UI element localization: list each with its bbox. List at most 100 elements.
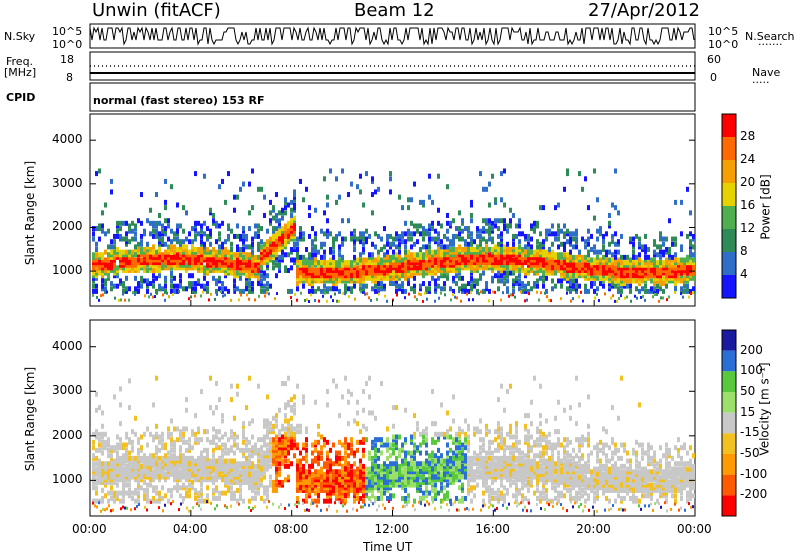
data-cell — [113, 260, 116, 266]
data-cell — [302, 471, 305, 477]
data-cell — [242, 270, 245, 276]
data-cell — [266, 228, 269, 234]
data-cell — [485, 186, 488, 192]
data-cell — [608, 265, 611, 271]
data-cell — [329, 469, 332, 475]
data-cell — [380, 450, 383, 456]
data-cell — [260, 466, 263, 472]
data-cell — [386, 487, 389, 493]
data-cell — [284, 210, 287, 216]
data-cell — [632, 262, 635, 268]
data-cell — [95, 257, 98, 263]
data-cell — [332, 270, 335, 276]
data-cell — [332, 299, 334, 303]
data-cell — [302, 463, 305, 469]
data-cell — [512, 293, 514, 297]
data-cell — [152, 233, 155, 239]
data-cell — [329, 447, 332, 453]
data-cell — [257, 477, 260, 483]
data-cell — [194, 249, 197, 255]
data-cell — [170, 471, 173, 477]
data-cell — [440, 466, 443, 472]
data-cell — [173, 471, 176, 477]
data-cell — [491, 239, 494, 245]
data-cell — [251, 244, 254, 250]
data-cell — [485, 252, 488, 258]
data-cell — [626, 278, 629, 284]
data-cell — [95, 262, 98, 268]
data-cell — [509, 265, 512, 271]
data-cell — [302, 278, 305, 284]
data-cell — [302, 260, 305, 266]
data-cell — [662, 281, 665, 287]
data-cell — [254, 479, 257, 485]
data-cell — [635, 286, 638, 292]
data-cell — [456, 296, 458, 300]
data-cell — [122, 485, 125, 491]
data-cell — [359, 281, 362, 287]
data-cell — [122, 445, 125, 451]
data-cell — [485, 281, 488, 287]
data-cell — [128, 450, 131, 456]
data-cell — [395, 278, 398, 284]
data-cell — [326, 461, 329, 467]
data-cell — [254, 482, 257, 488]
data-cell — [383, 257, 386, 263]
data-cell — [380, 485, 383, 491]
data-cell — [236, 383, 239, 389]
data-cell — [350, 474, 353, 480]
data-cell — [215, 463, 218, 469]
data-cell — [590, 281, 593, 287]
data-cell — [593, 281, 596, 287]
data-cell — [542, 239, 545, 245]
data-cell — [566, 239, 569, 245]
data-cell — [101, 439, 104, 445]
data-cell — [344, 288, 347, 294]
data-cell — [410, 479, 413, 485]
data-cell — [548, 247, 551, 253]
data-cell — [668, 218, 671, 224]
data-cell — [347, 445, 350, 451]
data-cell — [143, 469, 146, 475]
data-cell — [362, 477, 365, 483]
data-cell — [659, 267, 662, 273]
data-cell — [656, 262, 659, 268]
data-cell — [161, 231, 164, 237]
data-cell — [218, 236, 221, 242]
data-cell — [491, 228, 494, 234]
data-cell — [359, 471, 362, 477]
data-cell — [410, 469, 413, 475]
data-cell — [431, 270, 434, 276]
data-cell — [671, 265, 674, 271]
data-cell — [449, 247, 452, 253]
data-cell — [392, 273, 395, 279]
data-cell — [156, 291, 158, 295]
data-cell — [197, 458, 200, 464]
data-cell — [398, 471, 401, 477]
data-cell — [314, 257, 317, 263]
data-cell — [215, 252, 218, 258]
data-cell — [92, 461, 95, 467]
data-cell — [362, 233, 365, 239]
data-cell — [320, 474, 323, 480]
data-cell — [272, 429, 275, 435]
data-cell — [518, 254, 521, 260]
data-cell — [266, 244, 269, 250]
data-cell — [182, 228, 185, 234]
data-cell — [284, 241, 287, 247]
data-cell — [131, 469, 134, 475]
data-cell — [575, 260, 578, 266]
data-cell — [470, 265, 473, 271]
data-cell — [305, 257, 308, 263]
data-cell — [242, 469, 245, 475]
data-cell — [119, 442, 122, 448]
data-cell — [326, 471, 329, 477]
data-cell — [632, 236, 635, 242]
data-cell — [485, 260, 488, 266]
data-cell — [461, 275, 464, 281]
data-cell — [281, 210, 284, 216]
data-cell — [278, 244, 281, 250]
data-cell — [203, 249, 206, 255]
data-cell — [455, 469, 458, 475]
data-cell — [416, 223, 419, 229]
